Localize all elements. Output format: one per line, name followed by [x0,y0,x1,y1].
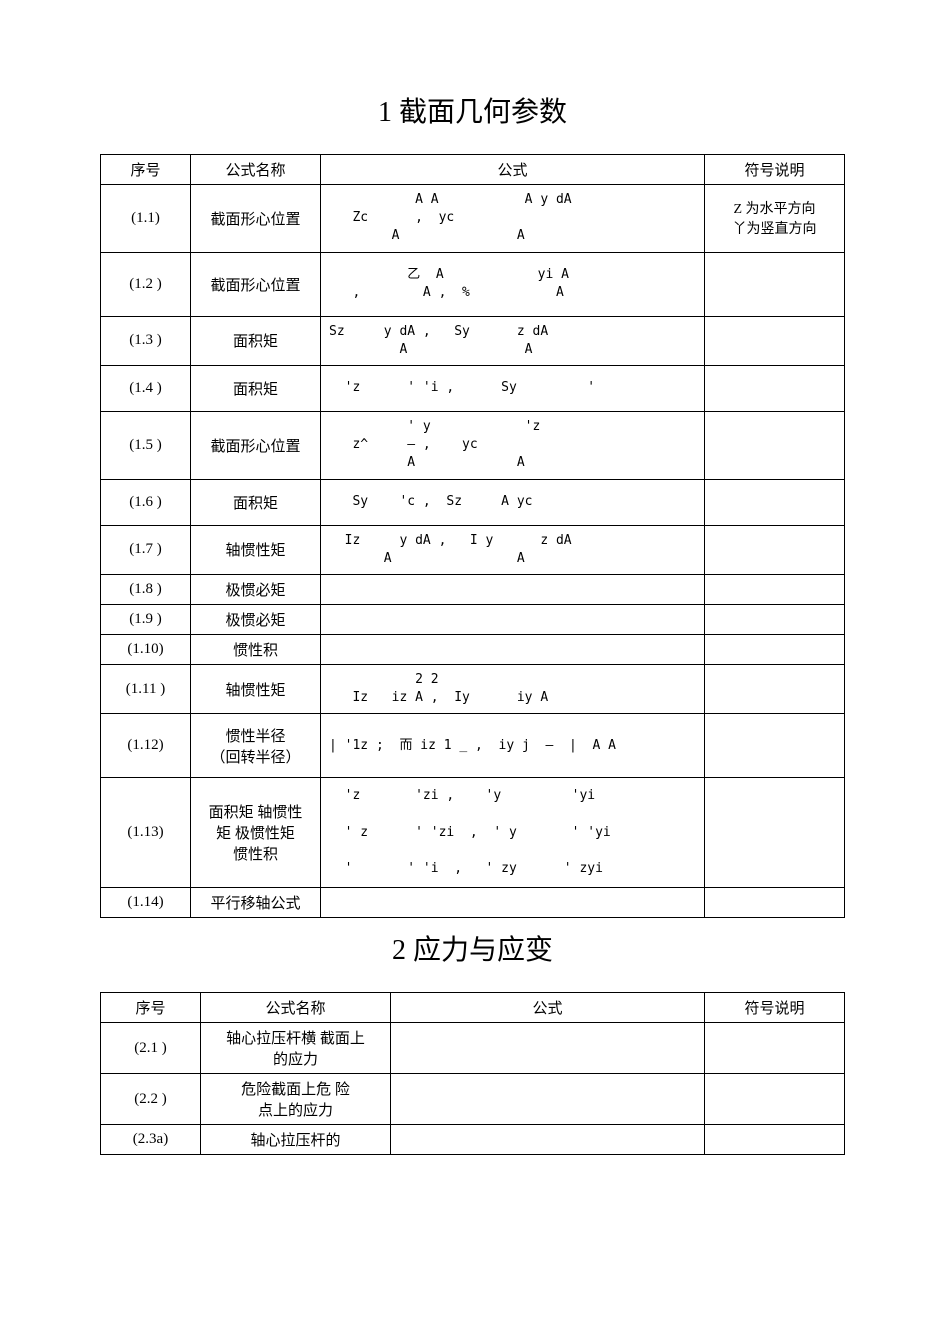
cell-note [705,604,845,634]
cell-note [705,316,845,365]
cell-note [705,1074,845,1125]
th-name: 公式名称 [201,993,391,1023]
cell-formula [391,1023,705,1074]
cell-formula [321,604,705,634]
cell-formula: A A A y dA Zc , yc A A [321,185,705,253]
cell-name: 面积矩 [191,316,321,365]
cell-seq: (2.2 ) [101,1074,201,1125]
table-row: (1.3 )面积矩Sz y dA , Sy z dA A A [101,316,845,365]
table-row: (1.1)截面形心位置 A A A y dA Zc , yc A AZ 为水平方… [101,185,845,253]
cell-seq: (2.1 ) [101,1023,201,1074]
table-row: (1.14)平行移轴公式 [101,888,845,918]
table-header-row: 序号 公式名称 公式 符号说明 [101,155,845,185]
cell-seq: (1.11 ) [101,664,191,713]
cell-seq: (1.6 ) [101,479,191,525]
table-row: (2.2 )危险截面上危 险 点上的应力 [101,1074,845,1125]
cell-formula: 'z ' 'i , Sy ' [321,365,705,411]
th-name: 公式名称 [191,155,321,185]
cell-formula: Sy 'c , Sz A yc [321,479,705,525]
table-row: (1.7 )轴惯性矩 Iz y dA , I y z dA A A [101,525,845,574]
cell-seq: (2.3a) [101,1125,201,1155]
cell-seq: (1.8 ) [101,574,191,604]
cell-note [705,525,845,574]
th-note: 符号说明 [705,155,845,185]
cell-formula: | '1z ; 而 iz 1 _ , iy j — | A A [321,714,705,778]
cell-name: 面积矩 [191,479,321,525]
cell-formula [391,1125,705,1155]
table-row: (1.9 )极惯必矩 [101,604,845,634]
th-note: 符号说明 [705,993,845,1023]
cell-name: 截面形心位置 [191,411,321,479]
table-row: (1.5 )截面形心位置 ' y 'z z^ — , yc A A [101,411,845,479]
table-row: (1.11 )轴惯性矩 2 2 Iz iz A , Iy iy A [101,664,845,713]
th-formula: 公式 [391,993,705,1023]
cell-note [705,778,845,888]
cell-name: 面积矩 [191,365,321,411]
cell-note [705,664,845,713]
cell-name: 极惯必矩 [191,574,321,604]
cell-seq: (1.3 ) [101,316,191,365]
cell-name: 极惯必矩 [191,604,321,634]
cell-note [705,365,845,411]
cell-formula: 乙 A yi A , A , % A [321,252,705,316]
table-section1: 序号 公式名称 公式 符号说明 (1.1)截面形心位置 A A A y dA Z… [100,154,845,918]
cell-seq: (1.2 ) [101,252,191,316]
cell-note [705,634,845,664]
cell-note [705,411,845,479]
cell-seq: (1.7 ) [101,525,191,574]
cell-note [705,479,845,525]
table-row: (1.8 )极惯必矩 [101,574,845,604]
table-row: (1.2 )截面形心位置 乙 A yi A , A , % A [101,252,845,316]
cell-seq: (1.12) [101,714,191,778]
cell-name: 惯性积 [191,634,321,664]
cell-name: 面积矩 轴惯性 矩 极惯性矩 惯性积 [191,778,321,888]
th-seq: 序号 [101,155,191,185]
table-row: (1.13)面积矩 轴惯性 矩 极惯性矩 惯性积 'z 'zi , 'y 'yi… [101,778,845,888]
table-row: (1.12)惯性半径 （回转半径）| '1z ; 而 iz 1 _ , iy j… [101,714,845,778]
cell-name: 惯性半径 （回转半径） [191,714,321,778]
cell-formula: Sz y dA , Sy z dA A A [321,316,705,365]
cell-name: 轴心拉压杆的 [201,1125,391,1155]
cell-note [705,714,845,778]
cell-formula [321,888,705,918]
table-row: (1.6 )面积矩 Sy 'c , Sz A yc [101,479,845,525]
cell-seq: (1.10) [101,634,191,664]
cell-seq: (1.9 ) [101,604,191,634]
table-row: (1.4 )面积矩 'z ' 'i , Sy ' [101,365,845,411]
cell-formula: 'z 'zi , 'y 'yi ' z ' 'zi , ' y ' 'yi ' … [321,778,705,888]
cell-note [705,1023,845,1074]
table-row: (2.3a)轴心拉压杆的 [101,1125,845,1155]
cell-name: 危险截面上危 险 点上的应力 [201,1074,391,1125]
cell-name: 轴惯性矩 [191,525,321,574]
section1-title: 1 截面几何参数 [100,90,845,130]
cell-name: 轴心拉压杆横 截面上 的应力 [201,1023,391,1074]
cell-seq: (1.5 ) [101,411,191,479]
cell-formula [391,1074,705,1125]
table-row: (1.10)惯性积 [101,634,845,664]
cell-formula [321,634,705,664]
cell-name: 截面形心位置 [191,252,321,316]
cell-seq: (1.1) [101,185,191,253]
cell-name: 截面形心位置 [191,185,321,253]
cell-note [705,252,845,316]
cell-seq: (1.14) [101,888,191,918]
cell-seq: (1.4 ) [101,365,191,411]
cell-note: Z 为水平方向 丫为竖直方向 [705,185,845,253]
table-header-row: 序号 公式名称 公式 符号说明 [101,993,845,1023]
cell-formula: Iz y dA , I y z dA A A [321,525,705,574]
cell-note [705,1125,845,1155]
cell-formula: ' y 'z z^ — , yc A A [321,411,705,479]
cell-name: 平行移轴公式 [191,888,321,918]
cell-seq: (1.13) [101,778,191,888]
cell-formula: 2 2 Iz iz A , Iy iy A [321,664,705,713]
cell-name: 轴惯性矩 [191,664,321,713]
table-row: (2.1 )轴心拉压杆横 截面上 的应力 [101,1023,845,1074]
cell-formula [321,574,705,604]
th-seq: 序号 [101,993,201,1023]
table-section2: 序号 公式名称 公式 符号说明 (2.1 )轴心拉压杆横 截面上 的应力(2.2… [100,992,845,1155]
cell-note [705,888,845,918]
cell-note [705,574,845,604]
section2-title: 2 应力与应变 [100,928,845,968]
th-formula: 公式 [321,155,705,185]
